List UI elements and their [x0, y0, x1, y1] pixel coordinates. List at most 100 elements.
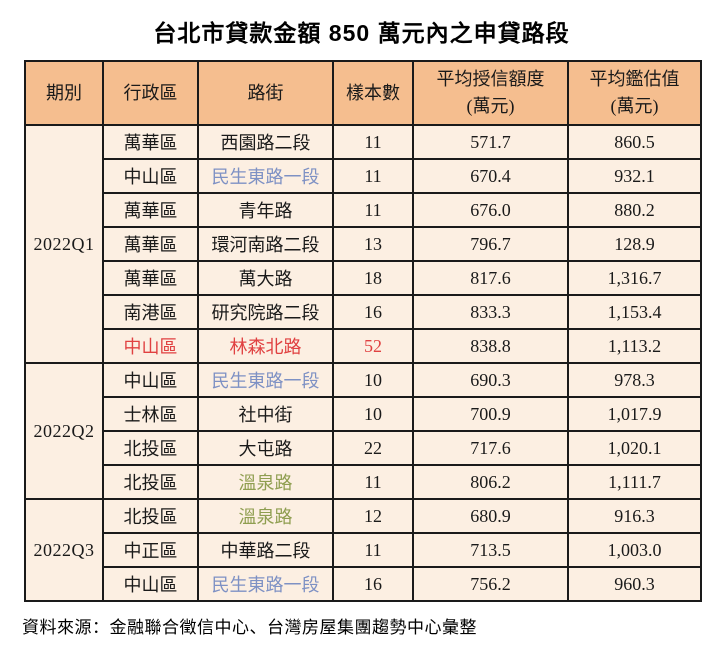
samples-cell: 12	[332, 498, 414, 534]
header-district: 行政區	[102, 60, 199, 126]
avg-appraisal-cell: 1,113.2	[567, 328, 702, 364]
table-row: 北投區 溫泉路 11 806.2 1,111.7	[25, 464, 702, 500]
avg-credit-cell: 700.9	[412, 396, 569, 432]
table-row: 萬華區 環河南路二段 13 796.7 128.9	[25, 226, 702, 262]
road-cell: 萬大路	[197, 260, 334, 296]
header-avg-credit-line1: 平均授信額度	[436, 69, 545, 89]
samples-cell: 11	[332, 124, 414, 160]
avg-credit-cell: 796.7	[412, 226, 569, 262]
road-cell: 大屯路	[197, 430, 334, 466]
district-cell: 北投區	[102, 498, 199, 534]
road-cell: 環河南路二段	[197, 226, 334, 262]
samples-cell: 10	[332, 362, 414, 398]
samples-cell: 10	[332, 396, 414, 432]
avg-credit-cell: 717.6	[412, 430, 569, 466]
avg-credit-cell: 833.3	[412, 294, 569, 330]
avg-credit-cell: 670.4	[412, 158, 569, 194]
samples-cell: 13	[332, 226, 414, 262]
loan-table: 期別 行政區 路街 樣本數 平均授信額度 (萬元) 平均鑑估值 (萬元) 202…	[24, 60, 702, 602]
road-cell: 民生東路一段	[197, 362, 334, 398]
samples-cell: 11	[332, 158, 414, 194]
table-body: 2022Q1 萬華區 西園路二段 11 571.7 860.5 中山區 民生東路一段 11 670…	[24, 124, 702, 602]
samples-cell: 16	[332, 566, 414, 602]
samples-cell: 11	[332, 464, 414, 500]
avg-appraisal-cell: 1,017.9	[567, 396, 702, 432]
samples-cell: 52	[332, 328, 414, 364]
avg-appraisal-cell: 916.3	[567, 498, 702, 534]
avg-credit-cell: 756.2	[412, 566, 569, 602]
avg-credit-cell: 680.9	[412, 498, 569, 534]
table-row: 2022Q2 中山區 民生東路一段 10 690.3 978.3	[24, 362, 702, 500]
table-row: 中山區 林森北路 52 838.8 1,113.2	[25, 328, 702, 364]
table-row: 中正區 中華路二段 11 713.5 1,003.0	[25, 532, 702, 568]
avg-appraisal-cell: 1,316.7	[567, 260, 702, 296]
samples-cell: 18	[332, 260, 414, 296]
avg-appraisal-cell: 960.3	[567, 566, 702, 602]
table-row: 士林區 社中街 10 700.9 1,017.9	[25, 396, 702, 432]
table-row: 2022Q1 萬華區 西園路二段 11 571.7 860.5	[24, 124, 702, 364]
avg-appraisal-cell: 932.1	[567, 158, 702, 194]
avg-credit-cell: 690.3	[412, 362, 569, 398]
avg-appraisal-cell: 978.3	[567, 362, 702, 398]
header-row: 期別 行政區 路街 樣本數 平均授信額度 (萬元) 平均鑑估值 (萬元)	[24, 60, 702, 126]
avg-credit-cell: 676.0	[412, 192, 569, 228]
table-row: 中山區 民生東路一段 16 756.2 960.3	[25, 566, 702, 602]
road-cell: 林森北路	[197, 328, 334, 364]
avg-appraisal-cell: 1,153.4	[567, 294, 702, 330]
period-cell: 2022Q1	[24, 124, 104, 364]
header-samples: 樣本數	[332, 60, 414, 126]
avg-credit-cell: 806.2	[412, 464, 569, 500]
header-avg-credit: 平均授信額度 (萬元)	[412, 60, 569, 126]
road-cell: 中華路二段	[197, 532, 334, 568]
road-cell: 民生東路一段	[197, 566, 334, 602]
table-row: 中山區 民生東路一段 11 670.4 932.1	[25, 158, 702, 194]
samples-cell: 11	[332, 192, 414, 228]
district-cell: 中山區	[102, 566, 199, 602]
period-cell: 2022Q3	[24, 498, 104, 602]
table-row: 南港區 研究院路二段 16 833.3 1,153.4	[25, 294, 702, 330]
header-period: 期別	[24, 60, 104, 126]
district-cell: 北投區	[102, 464, 199, 500]
road-cell: 西園路二段	[197, 124, 334, 160]
page-title: 台北市貸款金額 850 萬元內之申貸路段	[153, 20, 570, 46]
road-cell: 溫泉路	[197, 464, 334, 500]
avg-appraisal-cell: 880.2	[567, 192, 702, 228]
district-cell: 中山區	[102, 362, 199, 398]
avg-appraisal-cell: 1,111.7	[567, 464, 702, 500]
period-cell: 2022Q2	[24, 362, 104, 500]
avg-appraisal-cell: 128.9	[567, 226, 702, 262]
header-avg-appraisal-line1: 平均鑑估值	[589, 69, 680, 89]
table-row: 2022Q3 北投區 溫泉路 12 680.9 916.3	[24, 498, 702, 602]
avg-credit-cell: 817.6	[412, 260, 569, 296]
source-note: 資料來源：金融聯合徵信中心、台灣房屋集團趨勢中心彙整	[22, 618, 477, 637]
district-cell: 中山區	[102, 158, 199, 194]
table-row: 北投區 大屯路 22 717.6 1,020.1	[25, 430, 702, 466]
district-cell: 南港區	[102, 294, 199, 330]
district-cell: 萬華區	[102, 192, 199, 228]
district-cell: 萬華區	[102, 226, 199, 262]
road-cell: 溫泉路	[197, 498, 334, 534]
district-cell: 萬華區	[102, 260, 199, 296]
road-cell: 青年路	[197, 192, 334, 228]
avg-credit-cell: 571.7	[412, 124, 569, 160]
avg-appraisal-cell: 860.5	[567, 124, 702, 160]
header-road: 路街	[197, 60, 334, 126]
district-cell: 中正區	[102, 532, 199, 568]
road-cell: 社中街	[197, 396, 334, 432]
avg-appraisal-cell: 1,020.1	[567, 430, 702, 466]
district-cell: 北投區	[102, 430, 199, 466]
header-avg-appraisal-line2: (萬元)	[610, 96, 659, 116]
samples-cell: 11	[332, 532, 414, 568]
avg-appraisal-cell: 1,003.0	[567, 532, 702, 568]
header-avg-credit-line2: (萬元)	[466, 96, 515, 116]
table-header: 期別 行政區 路街 樣本數 平均授信額度 (萬元) 平均鑑估值 (萬元)	[24, 60, 702, 126]
district-cell: 中山區	[102, 328, 199, 364]
district-cell: 士林區	[102, 396, 199, 432]
table-row: 萬華區 萬大路 18 817.6 1,316.7	[25, 260, 702, 296]
avg-credit-cell: 838.8	[412, 328, 569, 364]
samples-cell: 16	[332, 294, 414, 330]
table-row: 萬華區 青年路 11 676.0 880.2	[25, 192, 702, 228]
district-cell: 萬華區	[102, 124, 199, 160]
header-avg-appraisal: 平均鑑估值 (萬元)	[567, 60, 702, 126]
